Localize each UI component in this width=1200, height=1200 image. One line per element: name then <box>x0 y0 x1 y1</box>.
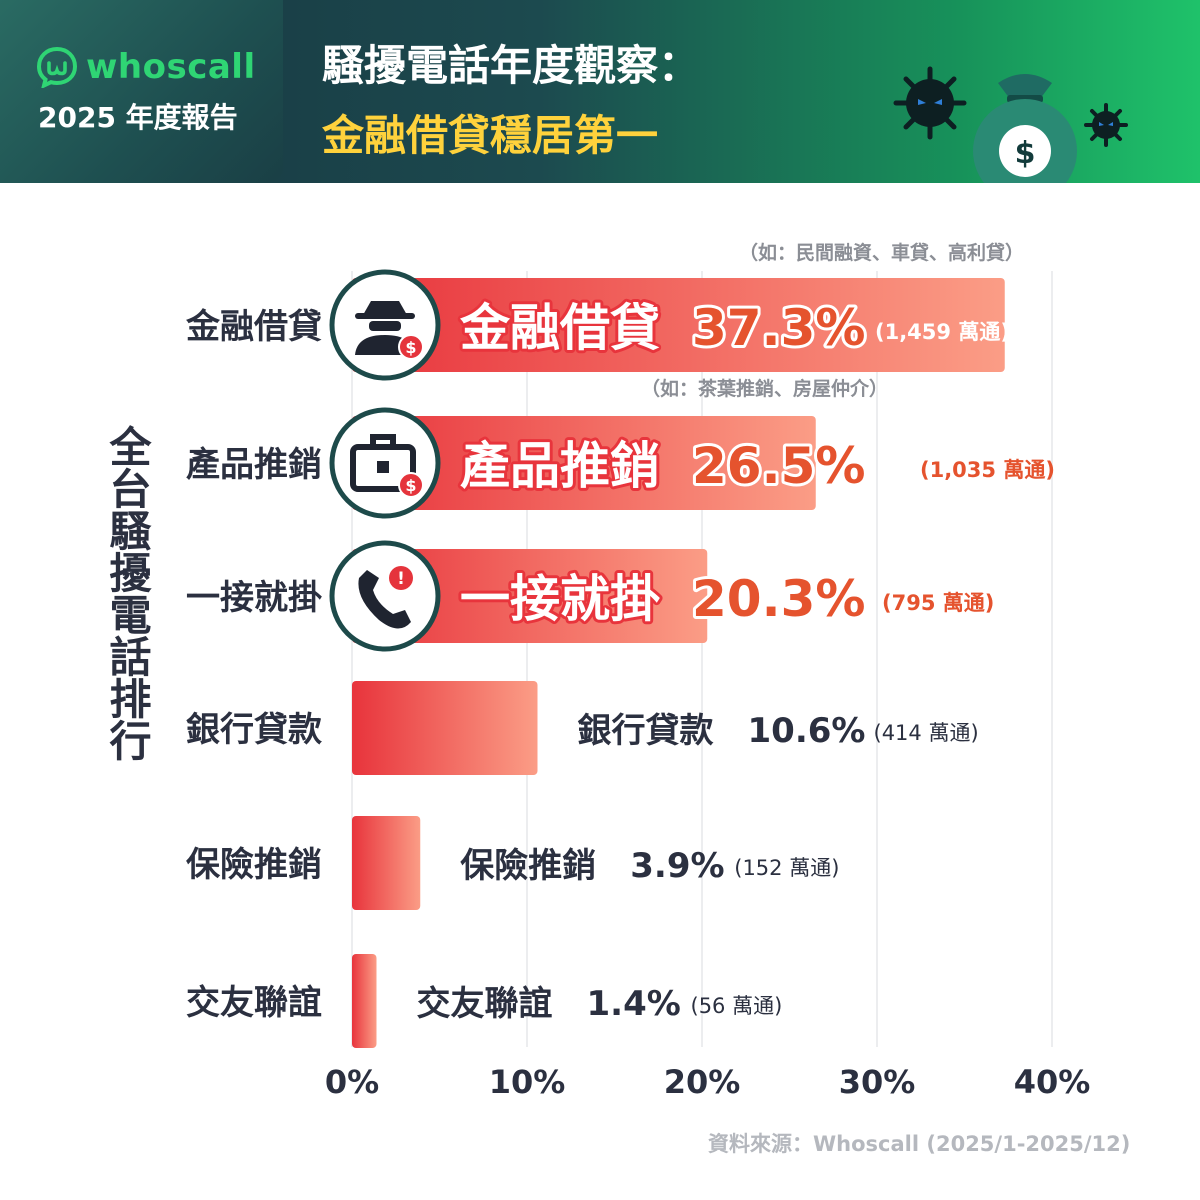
value-label: 1.4% <box>587 984 681 1024</box>
spam-virus-icon-left <box>893 66 967 140</box>
data-source: 資料來源：Whoscall (2025/1-2025/12) <box>708 1132 1131 1156</box>
bar-category-label: 交友聯誼 <box>417 984 553 1024</box>
phone-alert-icon-glyph <box>358 566 413 629</box>
svg-text:$: $ <box>1015 136 1036 171</box>
money-bag-icon: $ <box>973 74 1077 183</box>
bar <box>352 278 1005 372</box>
bar-category-label: 一接就掛 <box>460 570 660 628</box>
x-tick-label: 40% <box>1014 1063 1091 1101</box>
category-label: 產品推銷 <box>186 445 322 485</box>
call-count-label: (1,035 萬通) <box>920 458 1055 482</box>
annotation: （如：茶葉推銷、房屋仲介） <box>641 377 888 400</box>
whoscall-logo: whoscall <box>36 46 256 88</box>
brand-name: whoscall <box>86 47 256 87</box>
bar <box>352 954 377 1048</box>
call-count-label: (1,459 萬通) <box>875 320 1010 344</box>
phone-alert-icon <box>329 540 441 652</box>
x-tick-label: 10% <box>489 1063 566 1101</box>
y-axis-title: 全台騷擾電話排行 <box>103 425 152 761</box>
brand-panel: whoscall 2025 年度報告 <box>0 0 283 183</box>
category-label: 銀行貸款 <box>186 710 322 750</box>
bar <box>352 416 816 510</box>
category-label: 保險推銷 <box>186 845 322 885</box>
annotation: （如：民間融資、車貸、高利貸） <box>739 241 1024 264</box>
bar-category-label: 銀行貸款 <box>578 711 714 751</box>
call-count-label: (56 萬通) <box>691 994 783 1018</box>
category-label: 一接就掛 <box>186 578 322 618</box>
spy-with-dollar-icon-glyph <box>355 301 424 360</box>
bar <box>352 681 538 775</box>
category-label: 金融借貸 <box>185 307 322 347</box>
value-label: 20.3% <box>692 570 865 628</box>
page-title-line-2: 金融借貸穩居第一 <box>322 111 659 160</box>
header-banner: whoscall 2025 年度報告 騷擾電話年度觀察： 金融借貸穩居第一 $ <box>0 0 1200 183</box>
bar <box>352 549 708 643</box>
bar-category-label: 保險推銷 <box>460 846 596 886</box>
bar <box>352 816 421 910</box>
svg-text:$: $ <box>405 476 416 495</box>
category-label: 交友聯誼 <box>186 983 322 1023</box>
call-count-label: (414 萬通) <box>874 721 979 745</box>
value-label: 26.5% <box>692 437 865 495</box>
whoscall-logo-icon <box>36 46 78 88</box>
call-count-label: (795 萬通) <box>882 591 994 615</box>
svg-text:$: $ <box>405 338 416 357</box>
spam-virus-icon-right <box>1084 103 1128 147</box>
page-title-line-1: 騷擾電話年度觀察： <box>322 41 701 90</box>
x-tick-label: 20% <box>664 1063 741 1101</box>
briefcase-dollar-icon-glyph <box>350 434 424 498</box>
value-label: 3.9% <box>630 846 724 886</box>
value-label: 37.3% <box>692 299 865 357</box>
x-tick-label: 0% <box>325 1063 379 1101</box>
chart-canvas: 0% 10% 20% 30% 40% 金融借貸 $ 金融借貸 37.3% (1,459 萬通) 產品… <box>185 241 1091 1101</box>
svg-text:!: ! <box>397 569 405 589</box>
value-label: 10.6% <box>748 711 866 751</box>
bar-category-label: 金融借貸 <box>460 299 660 357</box>
bar-chart: 0% 10% 20% 30% 40% 金融借貸 $ 金融借貸 37.3% (1,459 萬通) 產品… <box>0 183 1200 1200</box>
bar-category-label: 產品推銷 <box>460 437 660 495</box>
header-decoration: $ <box>893 66 1128 183</box>
report-label: 2025 年度報告 <box>38 101 238 134</box>
x-tick-label: 30% <box>839 1063 916 1101</box>
call-count-label: (152 萬通) <box>734 856 839 880</box>
